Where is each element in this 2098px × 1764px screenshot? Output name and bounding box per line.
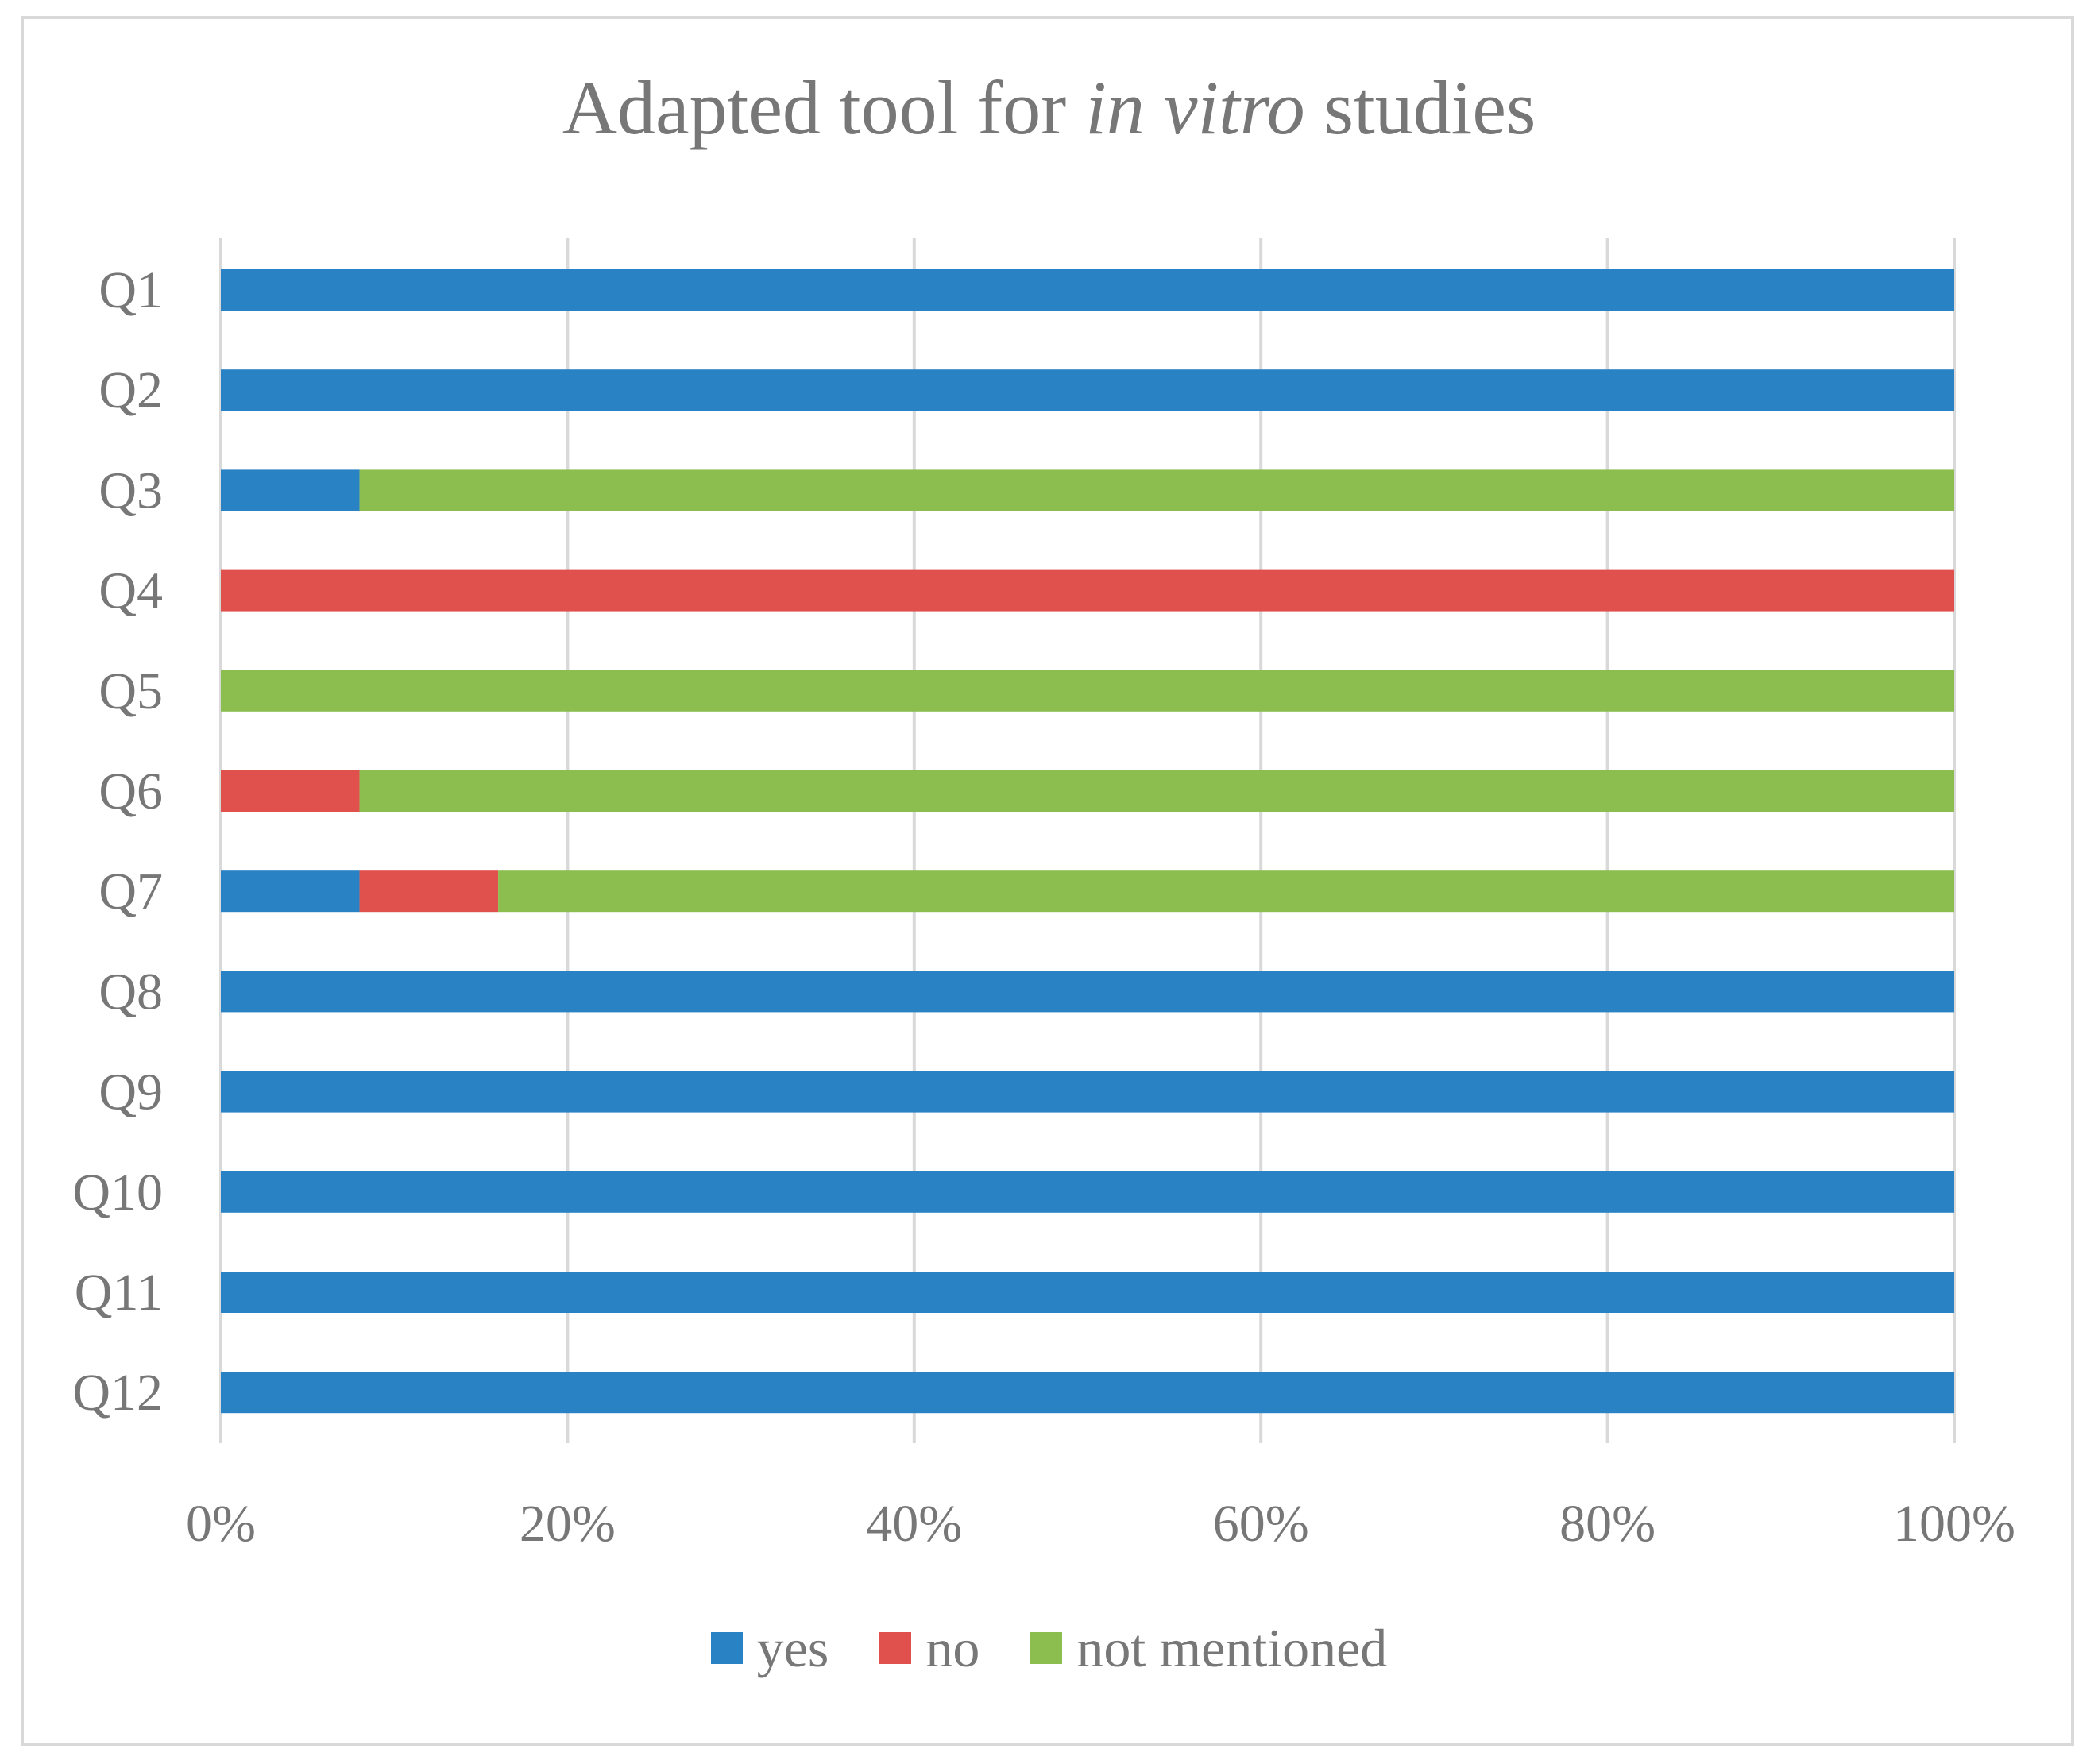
bar-segment-yes <box>221 1372 1954 1414</box>
legend-item: yes <box>710 1617 829 1680</box>
y-tick-label: Q9 <box>99 1063 163 1121</box>
bar-segment-yes <box>221 469 360 511</box>
bar-segment-no <box>221 569 1954 612</box>
legend-label: not mentioned <box>1076 1617 1388 1678</box>
bar-segment-yes <box>221 1071 1954 1113</box>
legend-label: no <box>925 1617 980 1678</box>
y-tick-label: Q12 <box>72 1364 163 1422</box>
legend-swatch <box>879 1632 912 1664</box>
chart-legend: yes no not mentioned <box>0 1612 2098 1684</box>
y-tick-label: Q3 <box>99 461 163 519</box>
bar-segment-yes <box>221 1171 1954 1213</box>
y-tick-label: Q10 <box>72 1164 163 1222</box>
bar-segment-no <box>221 770 360 812</box>
chart-title: Adapted tool for in vitro studies <box>0 64 2098 152</box>
y-tick-label: Q4 <box>99 562 163 620</box>
bar-segment-yes <box>221 369 1954 411</box>
chart-title-suffix: studies <box>1304 65 1536 150</box>
legend-item: no <box>879 1617 979 1680</box>
y-tick-label: Q2 <box>99 361 163 419</box>
y-tick-label: Q5 <box>99 662 163 720</box>
x-tick-label: 60% <box>1213 1495 1309 1553</box>
legend-label: yes <box>756 1617 829 1678</box>
bar-segment-no <box>359 870 499 913</box>
bar-segment-yes <box>221 870 360 913</box>
bar-segment-yes <box>221 971 1954 1013</box>
x-tick-label: 100% <box>1893 1495 2015 1553</box>
legend-item: not mentioned <box>1030 1617 1387 1680</box>
bar-segment-not-mentioned <box>221 670 1954 712</box>
bar-segment-not-mentioned <box>359 770 1954 812</box>
legend-swatch <box>710 1632 743 1664</box>
x-tick-label: 20% <box>520 1495 616 1553</box>
bar-segment-not-mentioned <box>498 870 1954 913</box>
bar-segment-yes <box>221 269 1954 311</box>
bar-segment-yes <box>221 1272 1954 1313</box>
chart-title-italic: in vitro <box>1085 65 1305 150</box>
x-tick-label: 0% <box>186 1495 256 1553</box>
chart-title-prefix: Adapted tool for <box>562 65 1086 150</box>
bar-segment-not-mentioned <box>359 469 1954 511</box>
y-tick-label: Q8 <box>99 963 163 1021</box>
y-tick-label: Q1 <box>99 261 163 319</box>
y-tick-label: Q11 <box>75 1264 163 1322</box>
y-tick-label: Q7 <box>99 863 163 921</box>
x-tick-label: 40% <box>866 1495 962 1553</box>
y-tick-label: Q6 <box>99 762 163 820</box>
legend-swatch <box>1030 1632 1063 1664</box>
x-tick-label: 80% <box>1559 1495 1656 1553</box>
